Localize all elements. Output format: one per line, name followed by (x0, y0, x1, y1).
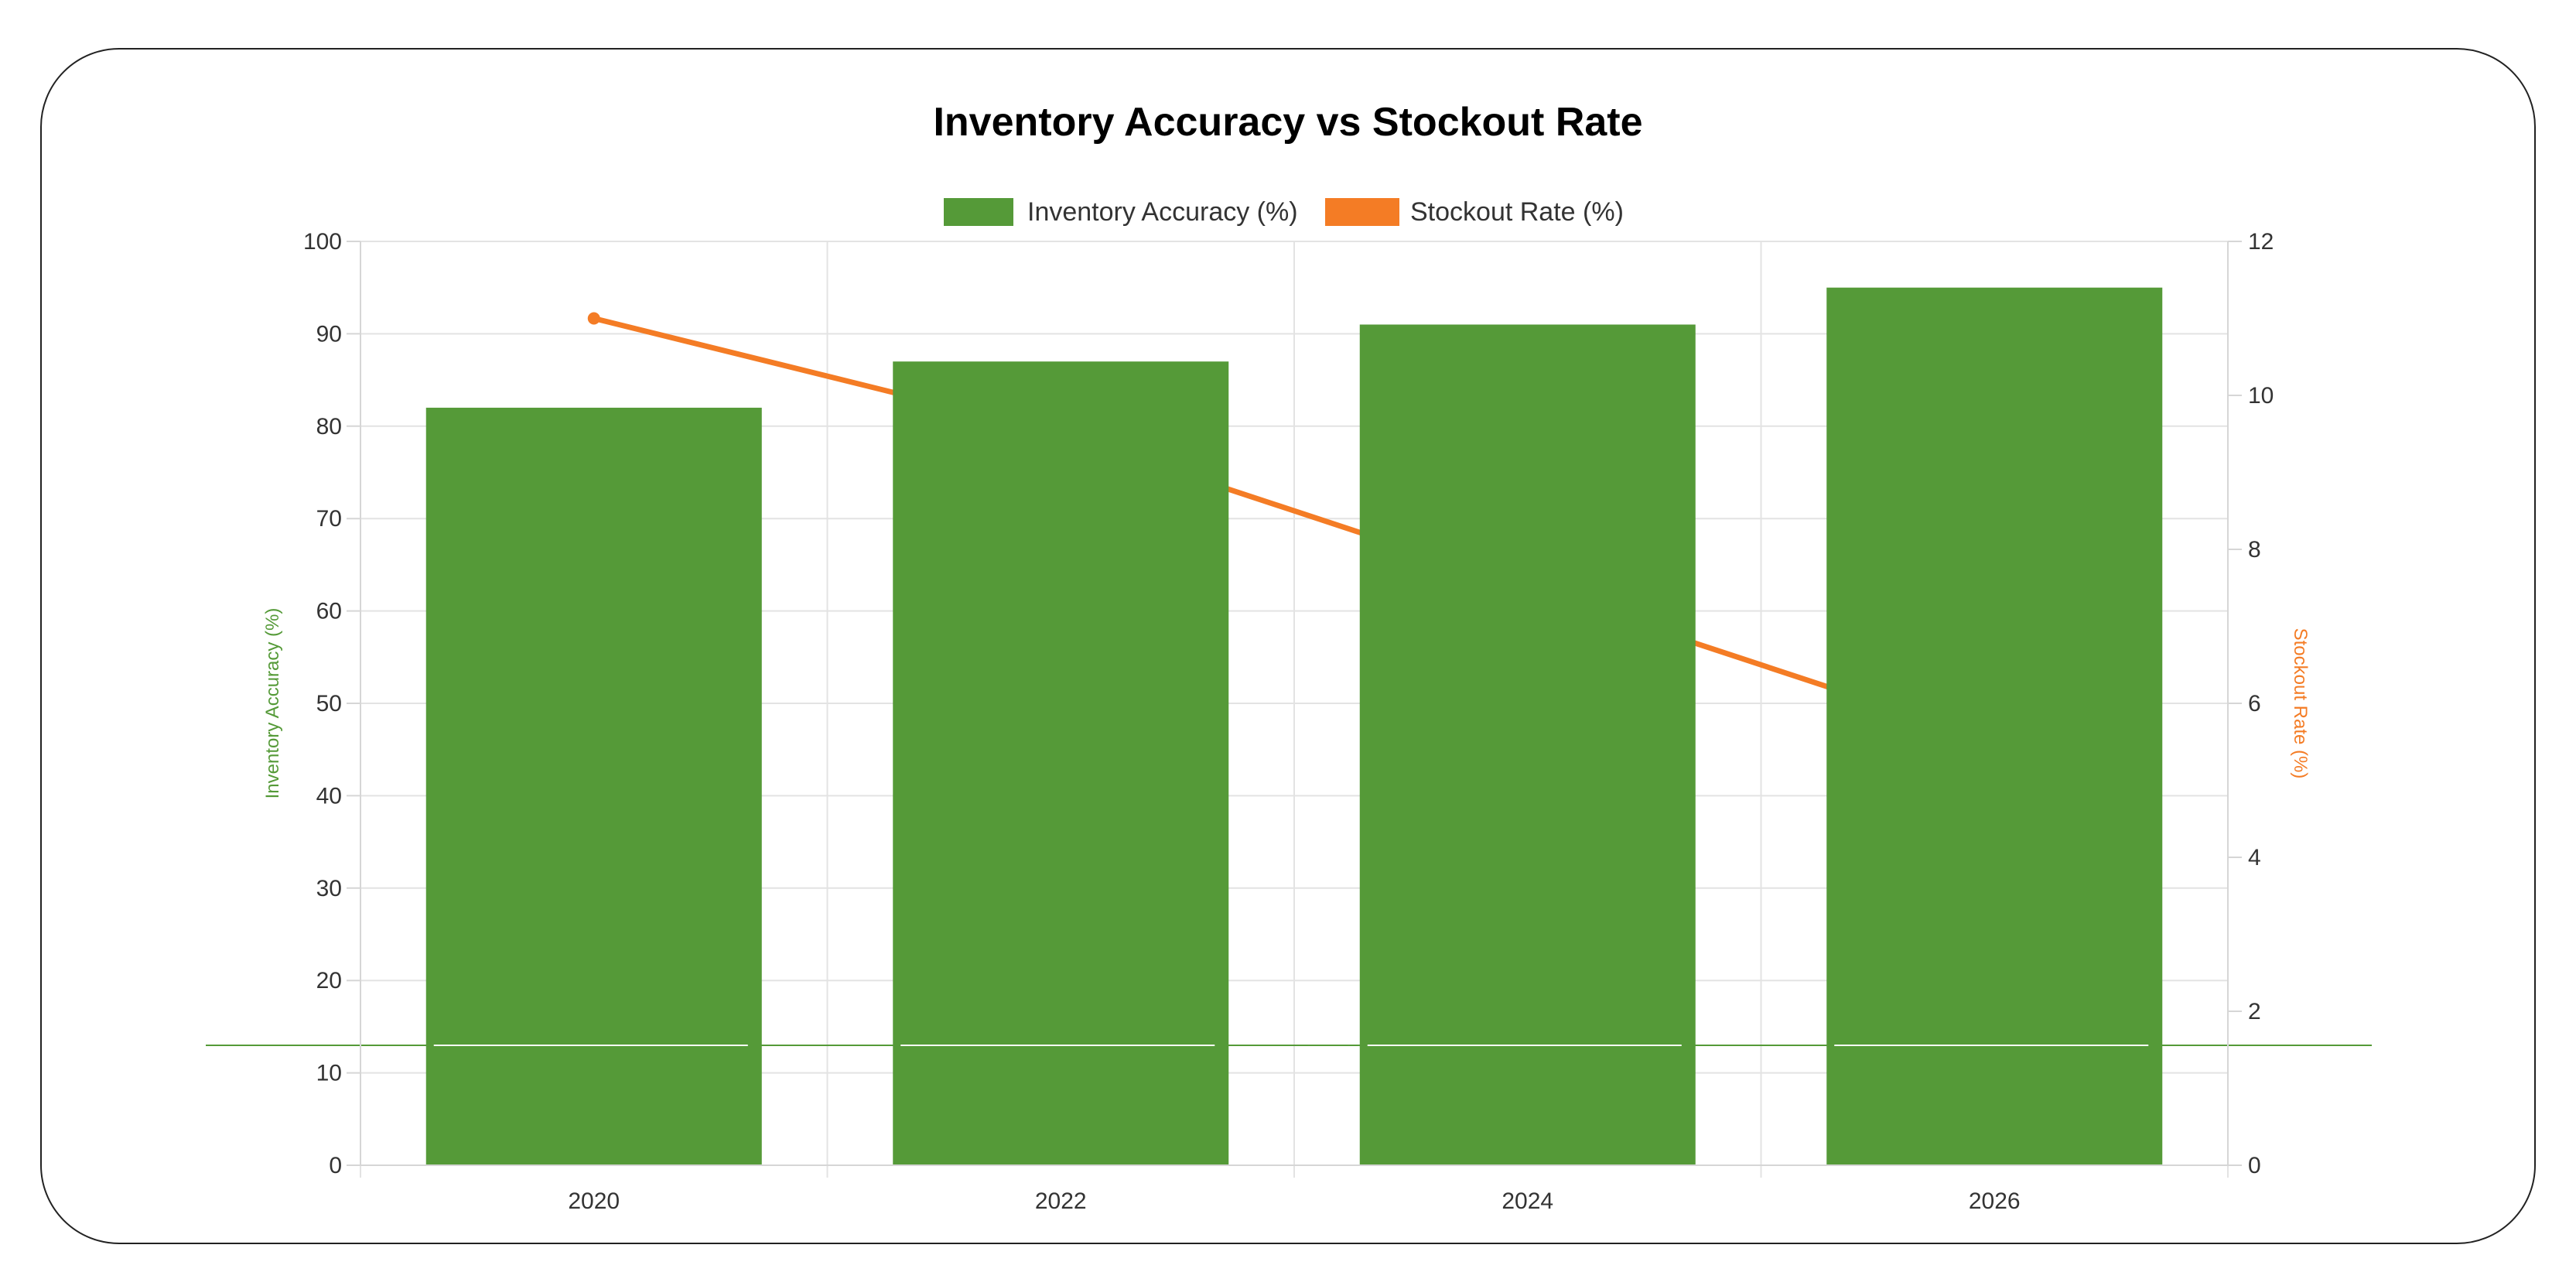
legend-label-stockout-rate: Stockout Rate (%) (1410, 197, 1624, 227)
y-right-tick-label: 2 (2248, 999, 2261, 1024)
x-tick-label: 2024 (1502, 1188, 1553, 1214)
y-right-tick-label: 6 (2248, 691, 2261, 716)
point-stockout-rate (587, 312, 600, 325)
bar-inventory-accuracy (893, 361, 1229, 1166)
bar-inventory-accuracy (1826, 287, 2163, 1166)
axes: 0 10 20 30 40 50 60 70 80 90 100 0 2 4 6 8 10 12 2020 2022 2… (303, 229, 2274, 1214)
y-right-tick-label: 0 (2248, 1153, 2261, 1178)
legend-swatch-inventory-accuracy (944, 198, 1013, 226)
legend-swatch-stockout-rate (1325, 198, 1399, 226)
line-stockout-rate (591, 316, 1997, 745)
y-axis-right-title: Stockout Rate (%) (2290, 628, 2311, 779)
y-left-tick-label: 30 (316, 876, 342, 901)
legend-item-inventory-accuracy[interactable]: Inventory Accuracy (%) (944, 197, 1298, 227)
bar-inventory-accuracy (425, 407, 762, 1165)
chart-title: Inventory Accuracy vs Stockout Rate (933, 100, 1642, 145)
y-left-tick-label: 70 (316, 506, 342, 532)
x-tick-label: 2020 (568, 1188, 620, 1214)
y-right-tick-label: 12 (2248, 229, 2274, 255)
legend-item-stockout-rate[interactable]: Stockout Rate (%) (1325, 197, 1624, 227)
bar-series-inventory-accuracy (425, 287, 2163, 1166)
legend[interactable]: Inventory Accuracy (%) Stockout Rate (%) (944, 197, 1624, 227)
x-tick-label: 2026 (1969, 1188, 2021, 1214)
y-left-tick-label: 100 (303, 229, 342, 255)
y-right-tick-label: 4 (2248, 845, 2261, 870)
y-left-tick-label: 90 (316, 321, 342, 347)
y-axis-left-title: Inventory Accuracy (%) (262, 608, 283, 799)
y-left-tick-label: 40 (316, 783, 342, 809)
y-left-tick-label: 20 (316, 968, 342, 993)
y-right-tick-label: 10 (2248, 383, 2274, 409)
y-right-tick-label: 8 (2248, 537, 2261, 563)
y-left-tick-label: 10 (316, 1061, 342, 1086)
y-left-tick-label: 80 (316, 414, 342, 439)
y-left-tick-label: 60 (316, 599, 342, 624)
y-left-tick-label: 50 (316, 691, 342, 716)
bar-inventory-accuracy (1359, 324, 1696, 1166)
y-left-tick-label: 0 (329, 1153, 342, 1178)
legend-label-inventory-accuracy: Inventory Accuracy (%) (1027, 197, 1298, 227)
x-tick-label: 2022 (1035, 1188, 1087, 1214)
